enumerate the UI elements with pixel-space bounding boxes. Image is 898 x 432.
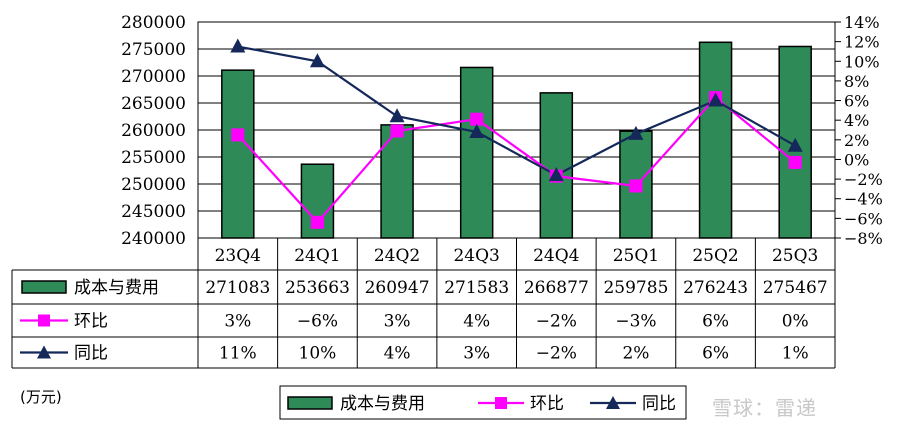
legend-marker	[495, 397, 507, 409]
unit-label: (万元)	[20, 388, 62, 406]
point-triangle	[787, 137, 803, 152]
series-line	[236, 96, 796, 224]
point-triangle	[389, 108, 405, 123]
right-tick-label: −2%	[844, 170, 883, 189]
category-label: 23Q4	[215, 246, 261, 266]
right-tick-label: 2%	[844, 131, 869, 150]
point-square	[310, 215, 324, 229]
category-label: 24Q4	[533, 246, 579, 266]
table-cell: −3%	[615, 312, 656, 332]
table-cell: 3%	[224, 312, 251, 332]
left-tick-label: 245000	[121, 202, 186, 222]
table-cell: 259785	[603, 278, 668, 298]
bar-series	[221, 41, 812, 239]
right-axis-ticks: −8%−6%−4%−2%0%2%4%6%8%10%12%14%	[834, 13, 883, 248]
row-legend-label: 同比	[74, 344, 108, 364]
right-tick-label: −4%	[844, 190, 883, 209]
table-cell: 253663	[285, 278, 350, 298]
table-cell: 11%	[219, 344, 257, 364]
table-cell: −6%	[297, 312, 338, 332]
data-table: 23Q4 24Q1 24Q2 24Q3 24Q4 25Q1 25Q2 25Q3 成本与费用 271…	[11, 237, 836, 369]
point-square	[390, 124, 404, 138]
watermark: 雪球：雷递	[712, 396, 817, 420]
bar	[698, 41, 733, 239]
left-tick-label: 265000	[121, 94, 186, 114]
table-cell: 275467	[763, 278, 828, 298]
series-line	[237, 45, 796, 177]
left-tick-label: 255000	[121, 148, 186, 168]
bar	[380, 124, 414, 239]
right-tick-label: 0%	[844, 150, 869, 169]
row-legend-marker	[37, 345, 51, 359]
table-cell: 271083	[205, 278, 270, 298]
right-tick-label: 4%	[844, 111, 869, 130]
table-cell: 4%	[463, 312, 490, 332]
right-tick-label: −6%	[844, 209, 883, 228]
point-triangle	[628, 125, 644, 140]
table-cell: 3%	[463, 344, 490, 364]
bar	[221, 69, 255, 239]
table-cell: 1%	[782, 344, 809, 364]
legend-label: 环比	[530, 394, 564, 414]
gridlines	[198, 21, 835, 239]
bar	[459, 66, 494, 239]
right-tick-label: 10%	[844, 52, 880, 71]
category-label: 24Q2	[374, 246, 420, 266]
legend: 成本与费用 环比 同比	[279, 385, 687, 420]
table-cell: 6%	[702, 312, 729, 332]
category-label: 25Q3	[772, 246, 818, 266]
legend-marker	[606, 396, 620, 409]
left-tick-label: 250000	[121, 175, 186, 195]
row-legend-label: 成本与费用	[74, 278, 159, 298]
category-label: 24Q3	[453, 246, 499, 266]
point-square	[629, 179, 643, 193]
point-triangle	[469, 123, 485, 138]
table-cell: 3%	[384, 312, 411, 332]
category-label: 24Q1	[294, 246, 340, 266]
table-cell: 266877	[524, 278, 589, 298]
right-tick-label: −8%	[844, 229, 883, 248]
line-series	[230, 38, 803, 229]
point-square	[470, 112, 484, 126]
point-square	[788, 155, 802, 169]
point-triangle	[548, 167, 564, 182]
point-triangle	[230, 38, 246, 53]
bar	[539, 92, 574, 239]
table-cell: −2%	[536, 312, 577, 332]
table-cell: −2%	[536, 344, 577, 364]
point-triangle	[309, 53, 325, 68]
right-tick-label: 12%	[844, 33, 880, 52]
table-cell: 10%	[299, 344, 337, 364]
left-tick-label: 260000	[121, 121, 186, 141]
table-cell: 260947	[365, 278, 430, 298]
right-tick-label: 6%	[844, 92, 869, 111]
table-cell: 2%	[622, 344, 649, 364]
row-legend-label: 环比	[74, 312, 108, 332]
legend-swatch	[287, 396, 333, 410]
row-legend-swatch	[21, 280, 67, 294]
category-label: 25Q2	[692, 246, 738, 266]
table-cell: 0%	[782, 312, 809, 332]
legend-label: 同比	[642, 394, 676, 414]
left-tick-label: 270000	[121, 67, 186, 87]
legend-label: 成本与费用	[340, 394, 425, 414]
point-triangle	[708, 92, 724, 107]
right-tick-label: 8%	[844, 72, 869, 91]
category-label: 25Q1	[613, 246, 659, 266]
point-square	[231, 128, 245, 142]
right-tick-label: 14%	[844, 13, 880, 32]
table-cell: 271583	[444, 278, 509, 298]
left-tick-label: 275000	[121, 40, 186, 60]
row-legend-marker	[38, 314, 50, 327]
left-tick-label: 280000	[121, 13, 186, 33]
left-axis-ticks: 240000 245000 250000 255000 260000 265000 2700…	[121, 13, 186, 249]
table-cell: 4%	[384, 344, 411, 364]
left-tick-label: 240000	[121, 229, 186, 249]
table-cell: 6%	[702, 344, 729, 364]
table-cell: 276243	[683, 278, 748, 298]
